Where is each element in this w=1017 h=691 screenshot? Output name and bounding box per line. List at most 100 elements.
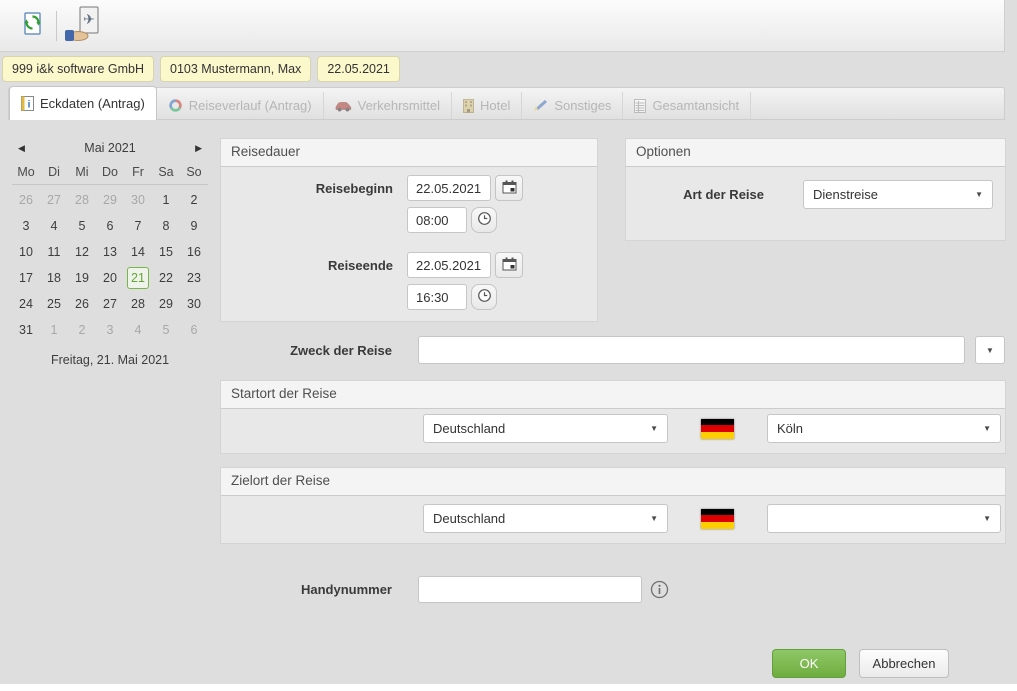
calendar-day[interactable]: 11 <box>47 245 61 259</box>
svg-text:✈: ✈ <box>83 11 95 27</box>
calendar-day[interactable]: 9 <box>190 219 198 233</box>
reiseende-time-input[interactable] <box>407 284 467 310</box>
reisebeginn-date-input[interactable] <box>407 175 491 201</box>
calendar-day[interactable]: 7 <box>134 219 142 233</box>
calendar-day[interactable]: 24 <box>19 297 33 311</box>
calendar-day[interactable]: 4 <box>134 323 142 337</box>
chevron-down-icon: ▼ <box>650 514 658 523</box>
zielort-city-select[interactable]: ▼ <box>767 504 1001 533</box>
calendar-month-label: Mai 2021 <box>84 141 136 155</box>
calendar-day[interactable]: 3 <box>106 323 114 337</box>
section-title: Reisedauer <box>221 139 597 167</box>
calendar-day[interactable]: 15 <box>159 245 173 259</box>
calendar-selected-date-label: Freitag, 21. Mai 2021 <box>50 353 170 367</box>
tab-reiseverlauf-antrag[interactable]: Reiseverlauf (Antrag) <box>157 92 324 119</box>
art-der-reise-label: Art der Reise <box>683 187 764 202</box>
calendar-day[interactable]: 29 <box>103 193 117 207</box>
art-der-reise-select[interactable]: Dienstreise ▼ <box>803 180 993 209</box>
calendar-day[interactable]: 29 <box>159 297 173 311</box>
svg-text:i: i <box>28 100 31 111</box>
calendar-day[interactable]: 25 <box>47 297 61 311</box>
calendar-day[interactable]: 27 <box>47 193 61 207</box>
calendar-day[interactable]: 5 <box>78 219 86 233</box>
calendar-weekday-row: Mo Di Mi Do Fr Sa So <box>12 160 208 185</box>
zielort-row: Deutschland ▼ ▼ <box>221 504 1001 533</box>
selected-value: Dienstreise <box>813 187 879 202</box>
reiseende-label: Reiseende <box>327 257 393 273</box>
reiseende-time-row <box>221 284 497 310</box>
startort-city-select[interactable]: Köln ▼ <box>767 414 1001 443</box>
calendar-day[interactable]: 5 <box>162 323 170 337</box>
calendar-day[interactable]: 4 <box>50 219 58 233</box>
zweck-der-reise-dropdown-button[interactable]: ▼ <box>975 336 1005 364</box>
ok-button[interactable]: OK <box>772 649 846 678</box>
calendar-day[interactable]: 18 <box>47 271 61 285</box>
calendar-day[interactable]: 17 <box>19 271 33 285</box>
calendar-day[interactable]: 31 <box>19 323 33 337</box>
tab-bar: i Eckdaten (Antrag) Reiseverlauf (Antrag) V… <box>8 86 1005 120</box>
calendar-weekday: Mo <box>17 165 35 179</box>
calendar-day[interactable]: 16 <box>187 245 201 259</box>
calendar-header: ◀ Mai 2021 ▶ <box>12 136 208 160</box>
cancel-button[interactable]: Abbrechen <box>859 649 949 678</box>
section-reisedauer: Reisedauer Reisebeginn <box>220 138 598 322</box>
travel-request-button[interactable]: ✈ <box>65 6 101 45</box>
calendar-day[interactable]: 13 <box>103 245 117 259</box>
calendar-day[interactable]: 28 <box>131 297 145 311</box>
calendar-day[interactable]: 3 <box>22 219 30 233</box>
chevron-down-icon: ▼ <box>975 190 983 199</box>
refresh-icon <box>20 11 45 40</box>
calendar-day[interactable]: 30 <box>131 193 145 207</box>
tab-hotel[interactable]: Hotel <box>452 92 523 119</box>
handynummer-input[interactable] <box>418 576 642 603</box>
zielort-country-select[interactable]: Deutschland ▼ <box>423 504 668 533</box>
reiseende-calendar-button[interactable] <box>495 252 523 278</box>
calendar-weekday: Di <box>48 165 60 179</box>
section-zielort: Zielort der Reise Deutschland ▼ ▼ <box>220 467 1006 544</box>
context-badge: 999 i&k software GmbH <box>2 56 154 82</box>
info-icon[interactable] <box>650 580 669 599</box>
calendar-day-selected[interactable]: 21 <box>127 267 149 289</box>
section-title: Optionen <box>626 139 1005 167</box>
calendar-day[interactable]: 2 <box>190 193 198 207</box>
calendar-day[interactable]: 26 <box>19 193 33 207</box>
selected-value: Deutschland <box>433 421 506 436</box>
tab-gesamtansicht[interactable]: Gesamtansicht <box>623 92 752 119</box>
calendar-day[interactable]: 14 <box>131 245 145 259</box>
calendar-day[interactable]: 6 <box>106 219 114 233</box>
calendar-day[interactable]: 30 <box>187 297 201 311</box>
calendar-day[interactable]: 12 <box>75 245 89 259</box>
context-badge: 22.05.2021 <box>317 56 400 82</box>
calendar-day[interactable]: 26 <box>75 297 89 311</box>
calendar-day[interactable]: 1 <box>162 193 170 207</box>
selected-value: Köln <box>777 421 804 436</box>
calendar-day[interactable]: 6 <box>190 323 198 337</box>
calendar-day[interactable]: 2 <box>78 323 86 337</box>
reisebeginn-calendar-button[interactable] <box>495 175 523 201</box>
reisebeginn-time-input[interactable] <box>407 207 467 233</box>
calendar-prev-icon[interactable]: ◀ <box>18 142 25 153</box>
reiseende-date-input[interactable] <box>407 252 491 278</box>
calendar-icon <box>502 180 517 197</box>
zweck-der-reise-input[interactable] <box>418 336 965 364</box>
startort-country-select[interactable]: Deutschland ▼ <box>423 414 668 443</box>
calendar-day[interactable]: 28 <box>75 193 89 207</box>
refresh-button[interactable] <box>14 7 50 45</box>
calendar-day[interactable]: 1 <box>50 323 58 337</box>
reisebeginn-time-row <box>221 207 497 233</box>
reisebeginn-clock-button[interactable] <box>471 207 497 233</box>
calendar-day[interactable]: 10 <box>19 245 33 259</box>
calendar-day[interactable]: 22 <box>159 271 173 285</box>
tab-verkehrsmittel[interactable]: Verkehrsmittel <box>324 92 452 119</box>
calendar-day[interactable]: 19 <box>75 271 89 285</box>
calendar-next-icon[interactable]: ▶ <box>195 142 202 153</box>
tab-eckdaten-antrag[interactable]: i Eckdaten (Antrag) <box>9 86 157 120</box>
calendar-day[interactable]: 20 <box>103 271 117 285</box>
chevron-down-icon: ▼ <box>650 424 658 433</box>
reiseende-clock-button[interactable] <box>471 284 497 310</box>
calendar-day[interactable]: 8 <box>162 219 170 233</box>
calendar-day[interactable]: 27 <box>103 297 117 311</box>
tab-sonstiges[interactable]: Sonstiges <box>522 92 624 119</box>
calendar-day[interactable]: 23 <box>187 271 201 285</box>
